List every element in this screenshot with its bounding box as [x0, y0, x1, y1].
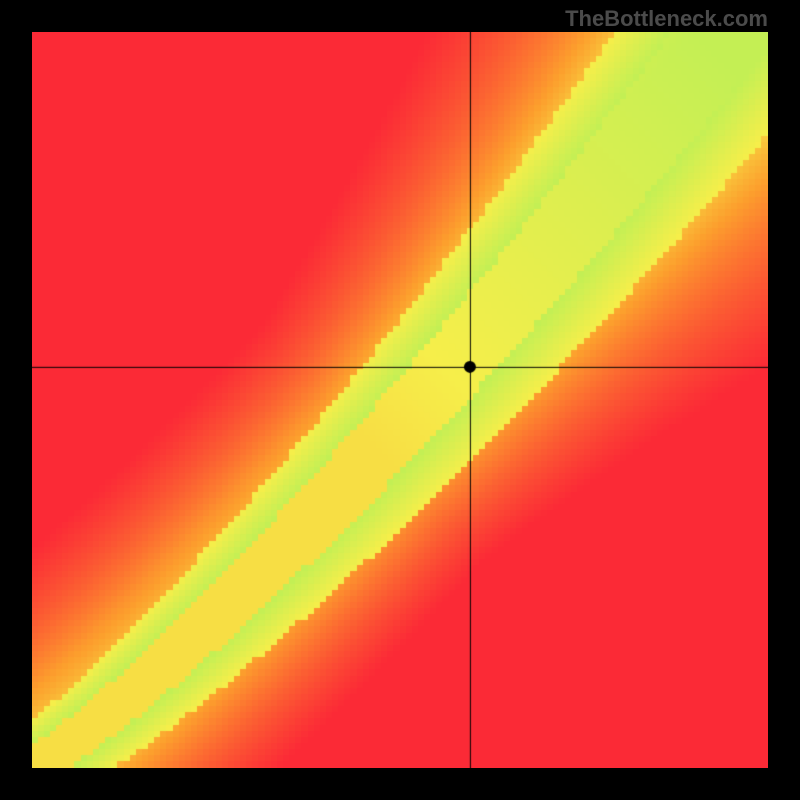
- bottleneck-heatmap: [32, 32, 768, 768]
- watermark-text: TheBottleneck.com: [565, 6, 768, 32]
- chart-container: TheBottleneck.com: [0, 0, 800, 800]
